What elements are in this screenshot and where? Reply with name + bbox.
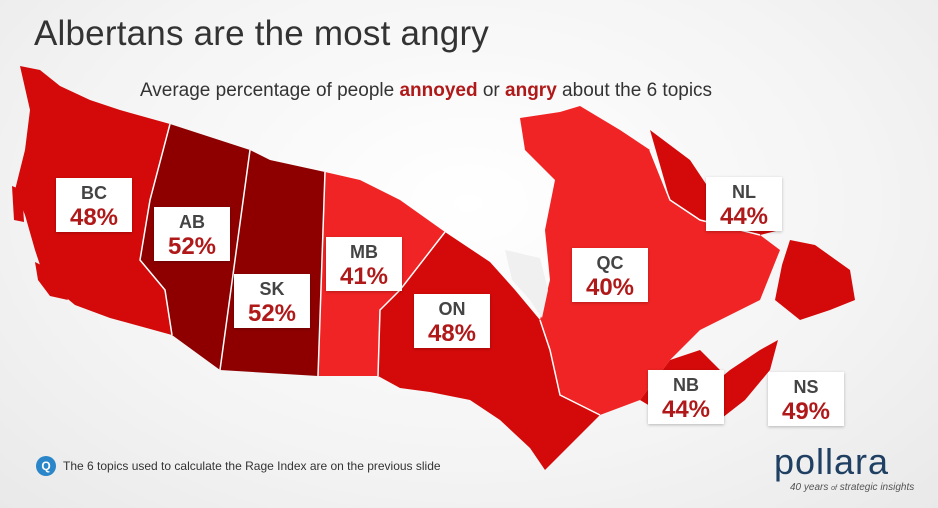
province-code: NS <box>793 377 819 397</box>
province-shape-on <box>378 232 600 470</box>
footnote-text: The 6 topics used to calculate the Rage … <box>63 459 441 473</box>
province-label-nl: NL 44% <box>706 177 782 231</box>
province-code: SK <box>259 279 285 299</box>
province-label-ns: NS 49% <box>768 372 844 426</box>
province-value: 44% <box>661 396 711 423</box>
province-label-nb: NB 44% <box>648 370 724 424</box>
province-code: QC <box>596 253 624 273</box>
province-code: NB <box>673 375 699 395</box>
province-code: NL <box>732 182 756 202</box>
province-code: BC <box>81 183 107 203</box>
hudson-bay <box>505 250 548 318</box>
province-value: 52% <box>167 233 217 260</box>
province-value: 41% <box>339 263 389 290</box>
province-shape-qc <box>520 106 780 415</box>
footnote: Q The 6 topics used to calculate the Rag… <box>36 456 441 476</box>
province-value: 49% <box>781 398 831 425</box>
province-label-mb: MB 41% <box>326 237 402 291</box>
province-code: AB <box>179 212 205 232</box>
logo-tagline: 40 years of strategic insights <box>790 482 915 493</box>
province-label-ab: AB 52% <box>154 207 230 261</box>
slide-subtitle: Average percentage of people annoyed or … <box>139 80 713 101</box>
province-code: MB <box>350 242 378 262</box>
island-vancouver <box>35 262 68 300</box>
province-shape-nl-island <box>775 240 855 320</box>
province-label-sk: SK 52% <box>234 274 310 328</box>
slide-title: Albertans are the most angry <box>34 14 489 53</box>
question-icon: Q <box>36 456 56 476</box>
pollara-logo: pollara 40 years of strategic insights <box>774 441 915 494</box>
island-haida-gwaii <box>12 186 24 222</box>
highlight-annoyed: annoyed <box>399 80 478 101</box>
logo-wordmark: pollara <box>774 441 890 482</box>
province-value: 48% <box>427 320 477 347</box>
highlight-angry: angry <box>505 80 557 101</box>
province-value: 40% <box>585 274 635 301</box>
province-value: 48% <box>69 204 119 231</box>
province-label-on: ON 48% <box>414 294 490 348</box>
province-label-qc: QC 40% <box>572 248 648 302</box>
province-value: 44% <box>719 203 769 230</box>
province-value: 52% <box>247 300 297 327</box>
province-code: ON <box>438 299 466 319</box>
province-label-bc: BC 48% <box>56 178 132 232</box>
